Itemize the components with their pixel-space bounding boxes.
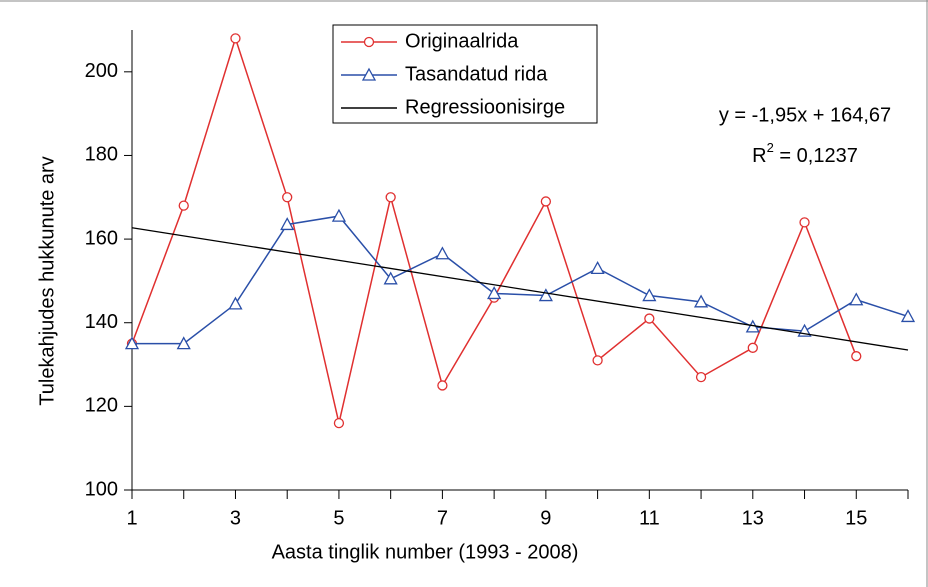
point bbox=[693, 294, 709, 308]
x-tick-label: 13 bbox=[742, 507, 764, 529]
y-tick-label: 100 bbox=[85, 478, 118, 500]
point bbox=[851, 351, 862, 362]
x-tick-label: 11 bbox=[639, 507, 660, 529]
point bbox=[383, 271, 398, 285]
x-tick-label: 3 bbox=[230, 507, 241, 529]
point bbox=[435, 246, 450, 260]
point bbox=[799, 217, 810, 228]
point bbox=[849, 292, 864, 306]
r-squared: R2 = 0,1237 bbox=[752, 140, 858, 167]
series-line bbox=[131, 227, 909, 351]
x-tick-label: 15 bbox=[845, 507, 867, 529]
y-tick-label: 180 bbox=[85, 144, 118, 166]
y-tick-label: 200 bbox=[85, 60, 118, 82]
point bbox=[124, 336, 140, 350]
point bbox=[280, 217, 295, 231]
y-tick-label: 160 bbox=[85, 227, 118, 249]
equation: y = -1,95x + 164,67 bbox=[719, 104, 891, 126]
point bbox=[363, 36, 375, 48]
point bbox=[644, 313, 655, 324]
point bbox=[230, 33, 241, 44]
point bbox=[361, 67, 377, 81]
y-axis-label: Tulekahjudes hukkunute arv bbox=[36, 156, 58, 405]
r2-power: 2 bbox=[767, 140, 774, 155]
r2-value: = 0,1237 bbox=[774, 145, 858, 167]
point bbox=[437, 380, 448, 391]
legend-label: Originaalrida bbox=[405, 30, 519, 52]
point bbox=[538, 288, 553, 302]
point bbox=[747, 342, 758, 353]
point bbox=[590, 261, 605, 275]
y-tick-label: 120 bbox=[85, 395, 118, 417]
x-tick-label: 7 bbox=[437, 507, 448, 529]
point bbox=[592, 355, 603, 366]
point bbox=[695, 371, 707, 383]
x-tick-label: 9 bbox=[540, 507, 551, 529]
legend-label: Regressioonisirge bbox=[405, 96, 565, 118]
point bbox=[331, 208, 347, 222]
point bbox=[540, 196, 552, 207]
point bbox=[282, 192, 293, 203]
y-tick-label: 140 bbox=[85, 311, 118, 333]
point bbox=[385, 192, 396, 203]
point bbox=[642, 288, 657, 302]
point bbox=[178, 200, 189, 211]
point bbox=[228, 296, 243, 310]
x-tick-label: 1 bbox=[126, 507, 137, 529]
point bbox=[176, 336, 191, 350]
r2-symbol: R bbox=[752, 145, 766, 167]
point bbox=[487, 286, 502, 300]
legend-label: Tasandatud rida bbox=[405, 63, 548, 85]
point bbox=[900, 309, 916, 323]
point bbox=[333, 417, 345, 429]
x-tick-label: 5 bbox=[333, 507, 344, 529]
x-axis-label: Aasta tinglik number (1993 - 2008) bbox=[272, 541, 579, 563]
